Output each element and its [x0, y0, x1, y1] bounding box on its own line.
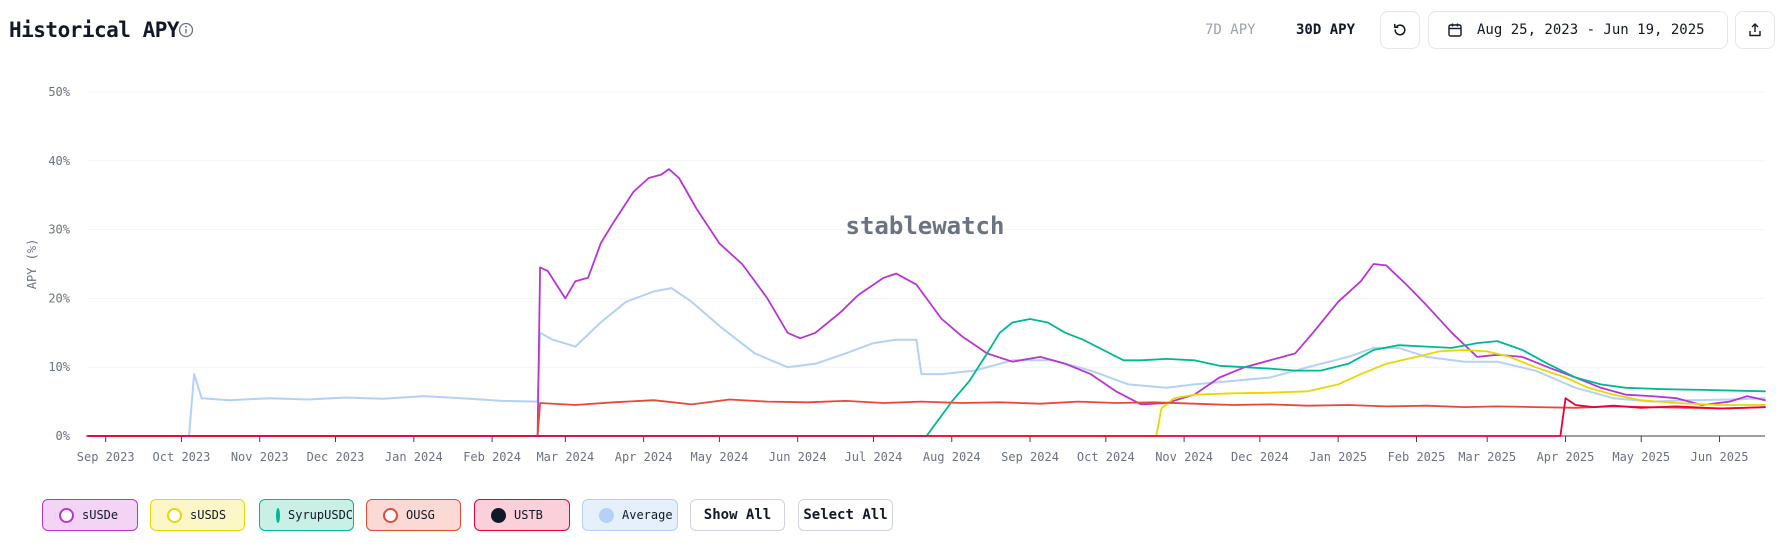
series-line-ustb: [87, 397, 1766, 437]
y-tick-label: 50%: [48, 85, 70, 99]
x-tick-label: Feb 2024: [463, 450, 521, 464]
x-tick-label: Jul 2024: [845, 450, 903, 464]
y-tick-label: 30%: [48, 223, 70, 237]
y-tick-label: 0%: [56, 429, 71, 443]
x-tick-label: Sep 2024: [1001, 450, 1059, 464]
x-tick-label: Aug 2024: [923, 450, 981, 464]
info-icon[interactable]: [178, 22, 194, 38]
legend-toggle-susds[interactable]: sUSDS: [150, 499, 245, 531]
series-line-susde: [87, 168, 1766, 437]
x-tick-label: Nov 2024: [1155, 450, 1213, 464]
x-tick-label: May 2025: [1612, 450, 1670, 464]
x-tick-label: Jan 2025: [1309, 450, 1367, 464]
x-tick-label: Oct 2023: [153, 450, 211, 464]
tab-30d-apy[interactable]: 30D APY: [1296, 22, 1356, 38]
average-dot-icon: [599, 507, 614, 523]
chart-header: Historical APY 7D APY 30D APY Aug 25, 20…: [0, 0, 1783, 62]
page-title: Historical APY: [9, 18, 180, 42]
legend-label: Average: [622, 508, 673, 522]
y-tick-label: 10%: [48, 360, 70, 374]
legend-label: USTB: [514, 508, 543, 522]
x-tick-label: Jun 2024: [769, 450, 827, 464]
legend-toggle-syrupusdc[interactable]: SyrupUSDC: [259, 499, 354, 531]
show-all-button[interactable]: Show All: [690, 499, 785, 531]
legend-label: sUSDe: [82, 508, 119, 522]
apy-line-chart: 0% 10% 20% 30% 40% 50% Sep 2023 Oct 2023 Nov 202…: [25, 85, 1766, 464]
x-tick-label: Apr 2024: [615, 450, 673, 464]
reset-icon: [1394, 23, 1406, 36]
x-tick-label: Jan 2024: [385, 450, 443, 464]
x-tick-label: Apr 2025: [1537, 450, 1595, 464]
x-tick-label: Nov 2023: [231, 450, 289, 464]
y-axis-label: APY (%): [25, 239, 39, 290]
x-tick-label: Dec 2024: [1231, 450, 1289, 464]
series-line-average: [87, 287, 1766, 437]
x-tick-label: Oct 2024: [1077, 450, 1135, 464]
series-line-ousg: [87, 398, 1766, 437]
legend-label: OUSG: [406, 508, 435, 522]
x-tick-label: Sep 2023: [77, 450, 135, 464]
legend-label: sUSDS: [190, 508, 227, 522]
select-all-button[interactable]: Select All: [798, 499, 893, 531]
series-line-syrupusdc: [87, 318, 1766, 437]
series-line-susds: [87, 349, 1766, 437]
x-tick-label: Feb 2025: [1388, 450, 1446, 464]
x-tick-label: Jun 2025: [1691, 450, 1749, 464]
ustb-coin-icon: [491, 507, 506, 523]
tab-7d-apy[interactable]: 7D APY: [1205, 22, 1256, 38]
susds-coin-icon: [167, 507, 182, 523]
syrupusdc-coin-icon: [276, 507, 280, 523]
x-tick-label: Dec 2023: [307, 450, 365, 464]
y-tick-label: 20%: [48, 291, 70, 305]
legend-toggle-average[interactable]: Average: [582, 499, 678, 531]
legend-toggle-ousg[interactable]: OUSG: [366, 499, 461, 531]
calendar-icon: [1448, 23, 1462, 37]
legend-toggle-susde[interactable]: sUSDe: [42, 499, 138, 531]
legend-label: SyrupUSDC: [288, 508, 354, 522]
legend-toggle-ustb[interactable]: USTB: [474, 499, 570, 531]
reset-button[interactable]: [1380, 11, 1420, 49]
y-tick-label: 40%: [48, 154, 70, 168]
watermark-text: stablewatch: [846, 212, 1005, 240]
share-icon: [1749, 23, 1761, 37]
date-range-text: Aug 25, 2023 - Jun 19, 2025: [1477, 22, 1705, 38]
x-tick-label: Mar 2024: [536, 450, 594, 464]
x-tick-label: May 2024: [691, 450, 749, 464]
ousg-coin-icon: [383, 507, 398, 523]
x-tick-label: Mar 2025: [1458, 450, 1516, 464]
susde-coin-icon: [59, 507, 74, 523]
share-button[interactable]: [1735, 11, 1775, 49]
date-range-picker[interactable]: Aug 25, 2023 - Jun 19, 2025: [1428, 11, 1728, 49]
